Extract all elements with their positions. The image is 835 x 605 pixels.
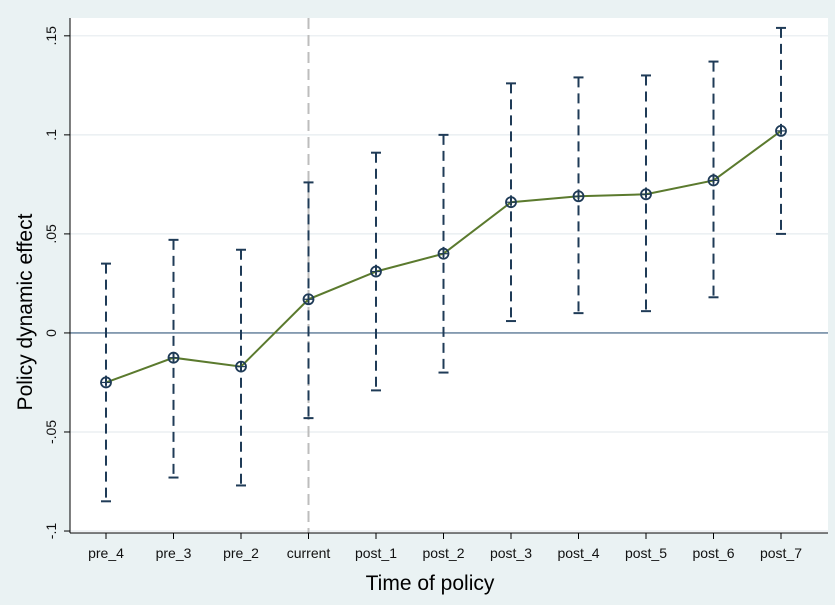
data-point (505, 196, 517, 209)
x-tick-label: post_3 (490, 545, 532, 561)
data-point (370, 265, 382, 278)
data-point (100, 376, 112, 389)
x-tick-label: pre_4 (88, 545, 124, 561)
y-tick-label: .15 (43, 26, 59, 46)
data-point (640, 188, 652, 201)
data-point (707, 174, 720, 187)
y-tick-label: .1 (43, 129, 59, 141)
y-tick-label: .05 (43, 224, 59, 244)
x-tick-label: current (287, 545, 331, 561)
data-point (572, 190, 585, 203)
x-tick-label: pre_2 (223, 545, 259, 561)
plot-area (70, 18, 828, 533)
series-markers (100, 125, 787, 389)
data-point (302, 293, 315, 306)
y-tick-label: -.1 (43, 523, 59, 540)
data-point (167, 351, 180, 364)
y-axis-label: Policy dynamic effect (14, 213, 37, 410)
x-tick-label: post_1 (355, 545, 397, 561)
x-tick-label: post_2 (422, 545, 464, 561)
axes (64, 18, 828, 539)
x-tick-label: post_7 (760, 545, 802, 561)
grid-layer (70, 35, 828, 532)
reference-lines (70, 18, 828, 533)
y-tick-label: 0 (43, 329, 59, 337)
x-tick-label: post_6 (692, 545, 734, 561)
x-axis-label: Time of policy (366, 572, 495, 595)
x-tick-label: post_5 (625, 545, 667, 561)
data-point (775, 125, 787, 137)
data-point (235, 360, 247, 373)
y-tick-label: -.05 (43, 420, 59, 444)
x-tick-labels: pre_4 pre_3 pre_2 current post_1 post_2 post_3… (88, 545, 802, 561)
x-tick-label: post_4 (557, 545, 599, 561)
y-tick-labels: -.1 -.05 0 .05 .1 .15 (43, 26, 59, 539)
x-tick-label: pre_3 (156, 545, 192, 561)
data-point (437, 247, 450, 260)
